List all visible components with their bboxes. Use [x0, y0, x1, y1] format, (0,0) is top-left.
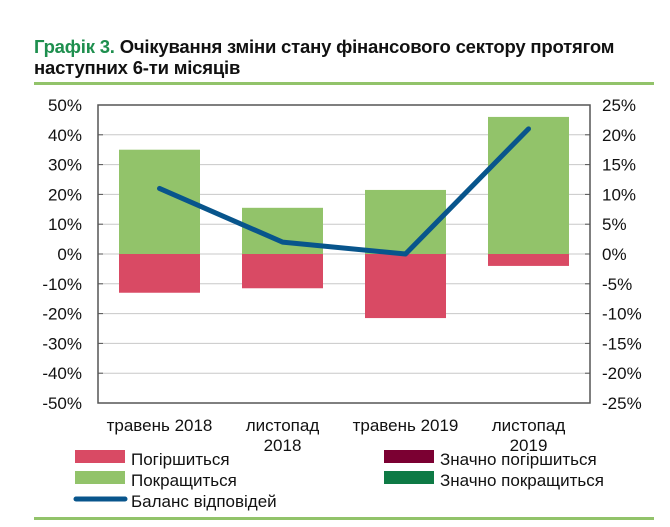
- left-tick-label: 30%: [48, 156, 82, 175]
- chart-number: Графік 3.: [34, 36, 115, 57]
- chart-title: Графік 3. Очікування зміни стану фінансо…: [34, 36, 670, 78]
- bottom-rule: [34, 517, 654, 520]
- category-label: листопад: [246, 416, 320, 435]
- left-tick-label: 0%: [57, 245, 82, 264]
- right-tick-label: 0%: [602, 245, 627, 264]
- left-tick-label: -30%: [42, 334, 82, 353]
- legend-swatch: [384, 471, 434, 484]
- right-tick-label: 20%: [602, 126, 636, 145]
- right-tick-label: 5%: [602, 215, 627, 234]
- bar-Погіршиться: [242, 254, 323, 289]
- category-label: 2019: [510, 436, 548, 455]
- category-label: 2018: [264, 436, 302, 455]
- chart-title-text: Очікування зміни стану фінансового секто…: [34, 36, 615, 78]
- legend-label: Погіршиться: [131, 450, 230, 469]
- line-balance: [157, 126, 531, 257]
- right-tick-label: -10%: [602, 305, 642, 324]
- right-tick-label: 25%: [602, 96, 636, 115]
- left-tick-label: -50%: [42, 394, 82, 413]
- left-tick-label: -40%: [42, 364, 82, 383]
- legend-label: Значно погіршиться: [440, 450, 597, 469]
- left-tick-label: -20%: [42, 305, 82, 324]
- right-tick-label: -5%: [602, 275, 632, 294]
- right-tick-label: 15%: [602, 156, 636, 175]
- category-label: листопад: [492, 416, 566, 435]
- bar-Погіршиться: [119, 254, 200, 293]
- left-tick-label: -10%: [42, 275, 82, 294]
- bar-Погіршиться: [488, 254, 569, 266]
- plot-frame: [97, 104, 591, 404]
- left-tick-label: 20%: [48, 185, 82, 204]
- legend-swatch: [75, 450, 125, 463]
- top-rule: [34, 82, 654, 85]
- legend-swatch: [75, 471, 125, 484]
- legend-label: Баланс відповідей: [131, 492, 277, 511]
- legend-label: Значно покращиться: [440, 471, 604, 490]
- legend-label: Покращиться: [131, 471, 237, 490]
- right-tick-label: 10%: [602, 185, 636, 204]
- left-tick-label: 10%: [48, 215, 82, 234]
- right-tick-label: -20%: [602, 364, 642, 383]
- bar-Покращиться: [488, 116, 569, 254]
- right-tick-label: -25%: [602, 394, 642, 413]
- left-tick-label: 50%: [48, 96, 82, 115]
- category-label: травень 2018: [107, 416, 213, 435]
- bar-Погіршиться: [365, 254, 446, 319]
- legend-swatch: [384, 450, 434, 463]
- category-label: травень 2019: [353, 416, 459, 435]
- left-tick-label: 40%: [48, 126, 82, 145]
- right-tick-label: -15%: [602, 334, 642, 353]
- bar-Покращиться: [365, 189, 446, 254]
